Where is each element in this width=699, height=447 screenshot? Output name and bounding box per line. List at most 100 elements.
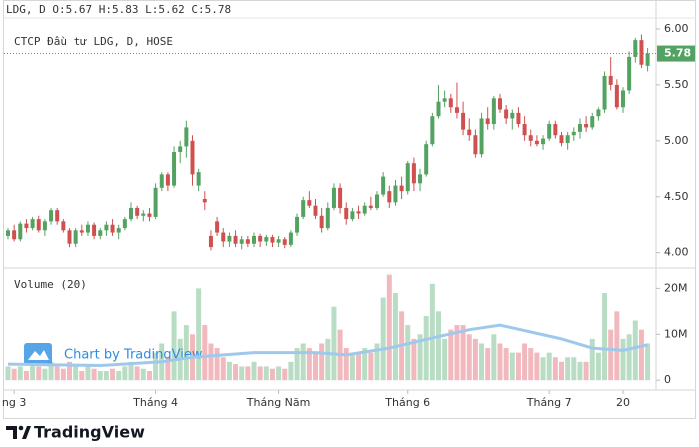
volume-bar bbox=[202, 325, 208, 381]
volume-bar bbox=[632, 320, 638, 381]
volume-bar bbox=[479, 343, 485, 381]
volume-bar bbox=[196, 288, 202, 381]
volume-bar bbox=[546, 352, 552, 381]
volume-bar bbox=[183, 325, 189, 381]
candle-body bbox=[227, 235, 232, 242]
candle-body bbox=[393, 185, 398, 203]
volume-bar bbox=[103, 371, 109, 381]
candle-body bbox=[135, 207, 140, 216]
volume-bar bbox=[423, 315, 429, 381]
volume-bar bbox=[583, 361, 589, 381]
volume-bar bbox=[239, 366, 245, 381]
candle-body bbox=[479, 118, 484, 155]
volume-bar bbox=[626, 334, 632, 381]
candle-body bbox=[85, 224, 90, 233]
volume-bar bbox=[48, 361, 54, 381]
candle-body bbox=[639, 40, 644, 65]
y-tick-label: 20M bbox=[664, 281, 688, 294]
candle-body bbox=[233, 235, 238, 244]
symbol-title: CTCP Đầu tư LDG, D, HOSE bbox=[14, 35, 173, 48]
volume-bar bbox=[128, 361, 134, 381]
y-tick-label: 6.00 bbox=[664, 22, 689, 35]
candle-body bbox=[516, 112, 521, 125]
watermark-logo bbox=[24, 343, 52, 365]
volume-bar bbox=[257, 366, 263, 381]
candle-body bbox=[368, 205, 373, 208]
volume-bar bbox=[251, 361, 257, 381]
footer-brand: TradingView bbox=[34, 423, 145, 442]
candle-body bbox=[608, 75, 613, 85]
candle-body bbox=[418, 174, 423, 184]
volume-bar bbox=[380, 297, 386, 381]
volume-bar bbox=[91, 368, 97, 381]
candle-body bbox=[338, 187, 343, 208]
watermark: Chart by TradingView bbox=[64, 348, 203, 363]
candle-body bbox=[295, 216, 300, 233]
candle-body bbox=[282, 239, 287, 245]
volume-bar bbox=[5, 366, 11, 381]
candle-body bbox=[553, 124, 558, 136]
volume-bar bbox=[233, 364, 239, 381]
candle-body bbox=[153, 187, 158, 217]
candle-body bbox=[436, 101, 441, 117]
candle-body bbox=[411, 163, 416, 184]
volume-bar bbox=[472, 338, 478, 381]
y-tick-label: 10M bbox=[664, 327, 688, 340]
candle-body bbox=[92, 224, 97, 236]
candle-body bbox=[301, 200, 306, 217]
candle-body bbox=[454, 107, 459, 113]
candle-body bbox=[98, 230, 103, 236]
candle-body bbox=[116, 228, 121, 233]
volume-bar bbox=[386, 274, 392, 381]
candle-body bbox=[375, 194, 379, 208]
volume-bar bbox=[140, 368, 146, 381]
volume-bar bbox=[146, 371, 152, 381]
volume-bar bbox=[245, 366, 251, 381]
volume-bar bbox=[429, 283, 435, 381]
candle-body bbox=[184, 127, 189, 147]
candle-body bbox=[467, 129, 472, 136]
volume-bar bbox=[60, 368, 66, 381]
candle-body bbox=[448, 98, 453, 108]
candle-body bbox=[430, 116, 435, 145]
x-tick-label: ng 3 bbox=[2, 396, 26, 409]
footer-logo bbox=[6, 425, 31, 439]
frame bbox=[3, 0, 696, 419]
candle-body bbox=[196, 172, 201, 186]
candle-body bbox=[627, 56, 632, 91]
volume-bar bbox=[30, 364, 36, 381]
candle-body bbox=[405, 163, 410, 192]
candle-body bbox=[645, 53, 650, 66]
candle-body bbox=[596, 109, 601, 117]
candle-body bbox=[221, 232, 226, 242]
y-tick-label: 5.50 bbox=[664, 78, 689, 91]
volume-bar bbox=[282, 368, 288, 381]
volume-bar bbox=[269, 368, 275, 381]
volume-bar bbox=[343, 348, 349, 381]
candle-body bbox=[577, 124, 582, 132]
volume-bar bbox=[54, 366, 60, 381]
volume-bar bbox=[331, 306, 337, 381]
volume-bar bbox=[595, 352, 601, 381]
volume-bar bbox=[319, 343, 325, 381]
volume-bar bbox=[417, 334, 423, 381]
volume-bar bbox=[614, 311, 620, 381]
x-tick-label: Tháng 7 bbox=[526, 396, 572, 409]
volume-bar bbox=[448, 329, 454, 381]
volume-bar bbox=[620, 338, 626, 381]
x-tick-label: Tháng 6 bbox=[384, 396, 430, 409]
candle-body bbox=[319, 215, 324, 229]
volume-bar bbox=[466, 334, 472, 381]
volume-bar bbox=[306, 348, 312, 381]
candle-body bbox=[504, 109, 509, 119]
candle-body bbox=[350, 211, 355, 220]
candle-body bbox=[159, 174, 164, 188]
candle-body bbox=[590, 116, 595, 128]
header: LDG, D O:5.67 H:5.83 L:5.62 C:5.78 bbox=[6, 3, 231, 16]
candle-body bbox=[614, 84, 619, 108]
volume-bar bbox=[36, 366, 42, 381]
candle-body bbox=[122, 219, 127, 229]
volume-bar bbox=[491, 334, 497, 381]
volume-bar bbox=[153, 352, 159, 381]
